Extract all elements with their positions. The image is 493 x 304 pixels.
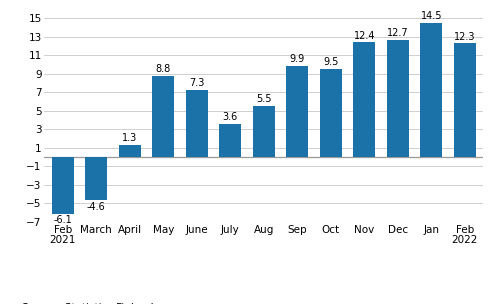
Text: 7.3: 7.3 (189, 78, 205, 88)
Bar (387, 40, 409, 157)
Text: 9.9: 9.9 (289, 54, 305, 64)
Text: 14.5: 14.5 (421, 11, 442, 21)
Text: 12.4: 12.4 (353, 31, 375, 40)
Text: 12.3: 12.3 (454, 32, 475, 42)
Bar (286, 66, 308, 157)
Text: 12.7: 12.7 (387, 28, 409, 38)
Text: 3.6: 3.6 (223, 112, 238, 122)
Bar (454, 43, 476, 157)
Bar (320, 69, 342, 157)
Bar (421, 23, 442, 157)
Text: -4.6: -4.6 (87, 202, 106, 212)
Bar (85, 157, 107, 200)
Text: -6.1: -6.1 (53, 216, 72, 226)
Text: 1.3: 1.3 (122, 133, 138, 143)
Bar (186, 90, 208, 157)
Bar (253, 106, 275, 157)
Bar (219, 124, 241, 157)
Text: 5.5: 5.5 (256, 95, 272, 104)
Bar (119, 145, 141, 157)
Bar (52, 157, 73, 214)
Text: 9.5: 9.5 (323, 57, 338, 67)
Bar (152, 76, 174, 157)
Text: 8.8: 8.8 (156, 64, 171, 74)
Text: Source: Statistics Finland: Source: Statistics Finland (22, 303, 154, 304)
Bar (353, 43, 375, 157)
